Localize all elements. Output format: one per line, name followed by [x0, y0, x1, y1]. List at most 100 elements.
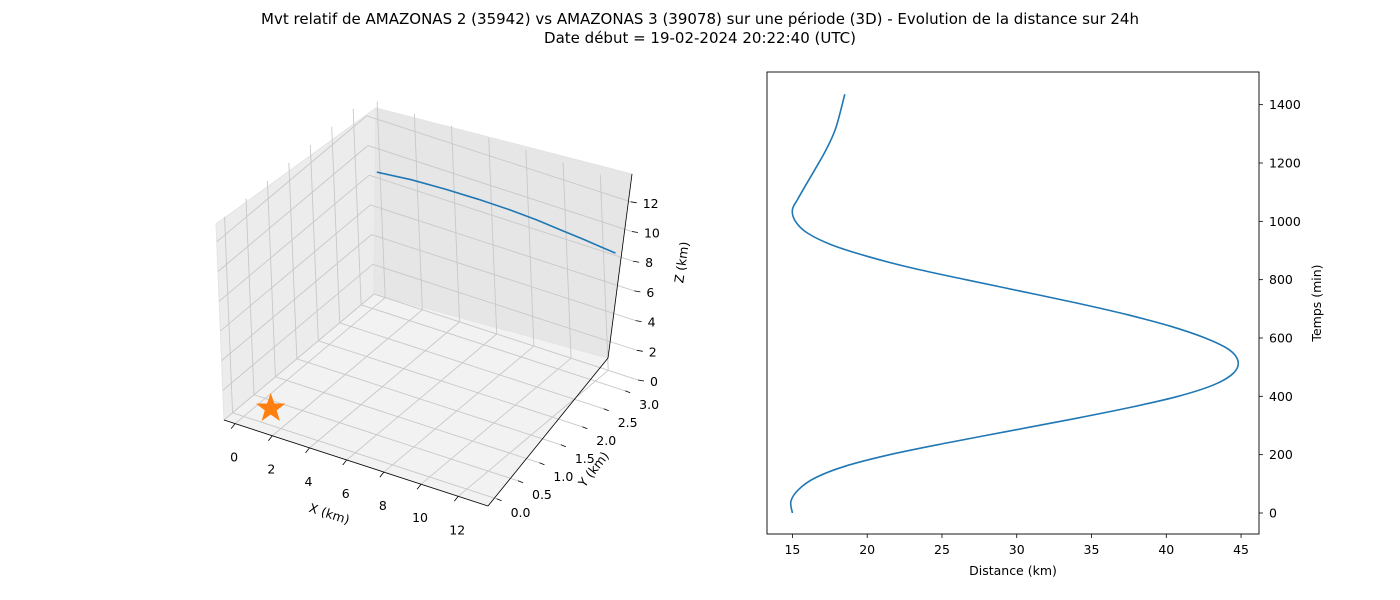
- x-axis-label: Distance (km): [969, 563, 1057, 578]
- gridline-x-floor: [346, 333, 497, 461]
- gridline-y-left: [288, 162, 298, 359]
- plot-3d: 0 2 4 6 8 10 12 0.00.51.01.52.02.53.0 0 2 4 6 8 10 12 X…: [215, 101, 692, 537]
- z-tick: [631, 231, 639, 233]
- y-tick-label: 0: [1269, 506, 1277, 521]
- gridline-y-floor: [232, 412, 497, 500]
- gridline-z-left: [218, 174, 370, 302]
- y-tick: [624, 390, 631, 394]
- gridline-y-floor: [253, 394, 519, 482]
- plot-distance-vs-time: 15 20 25 30 35 40 45 0 200 400 600 800 1000 1200 1400 D…: [766, 71, 1324, 578]
- x-tick: [305, 447, 310, 454]
- y-tick: [539, 462, 545, 466]
- x-tick-label: 8: [379, 498, 387, 513]
- series-distance: [789, 93, 1240, 514]
- y-tick-label: 800: [1269, 272, 1293, 287]
- y-tick-label: 3.0: [639, 397, 659, 412]
- gridline-x-back: [413, 113, 423, 310]
- y-tick: [560, 444, 567, 448]
- z-tick-label: 2: [649, 344, 657, 359]
- origin-star-marker: [255, 392, 286, 422]
- z-tick: [636, 349, 643, 352]
- gridline-y-left: [331, 126, 341, 323]
- z-tick: [633, 260, 640, 263]
- y-axis-label: Temps (min): [1309, 264, 1324, 342]
- x-tick-label: 20: [859, 542, 875, 557]
- gridline-y-floor: [361, 304, 626, 392]
- gridline-x-floor: [420, 357, 572, 485]
- y-tick-label: 2.0: [596, 433, 616, 448]
- gridline-x-floor: [272, 309, 423, 437]
- chart-subtitle: Date début = 19-02-2024 20:22:40 (UTC): [544, 29, 856, 47]
- z-tick-label: 6: [646, 285, 654, 300]
- y-tick-label: 0.5: [532, 487, 552, 502]
- x-axis-label: X (km): [307, 500, 351, 527]
- gridline-z-left: [216, 115, 368, 243]
- y-tick-label: 2.5: [618, 415, 638, 430]
- z-tick-label: 4: [648, 315, 656, 330]
- y-tick-label: 0.0: [511, 505, 531, 520]
- gridline-x-floor: [234, 297, 386, 424]
- y-tick-label: 400: [1269, 389, 1293, 404]
- x-tick-label: 40: [1158, 542, 1174, 557]
- z-axis-line: [607, 173, 633, 359]
- gridline-z-back: [370, 204, 635, 292]
- gridline-z-back: [371, 234, 636, 322]
- z-tick-label: 8: [645, 255, 653, 270]
- gridline-z-left: [217, 145, 369, 272]
- x-tick-label: 30: [1009, 542, 1025, 557]
- z-tick: [634, 290, 641, 293]
- x-tick: [230, 423, 236, 429]
- x-tick: [342, 459, 348, 466]
- y-tick: [582, 426, 588, 430]
- gridline-y-left: [309, 144, 319, 341]
- z-tick-label: 10: [644, 226, 660, 241]
- z-tick: [630, 201, 637, 204]
- x-tick: [268, 435, 273, 441]
- z-axis-label: Z (km): [671, 241, 692, 284]
- gridline-y-left: [352, 108, 362, 305]
- y-tick-label: 1.5: [575, 451, 595, 466]
- plot-frame: [766, 71, 1260, 535]
- y-tick-label: 1400: [1269, 97, 1301, 112]
- gridline-y-floor: [318, 340, 583, 428]
- y-axis-line: [487, 357, 609, 507]
- x-tick: [416, 483, 422, 490]
- y-tick-label: 1200: [1269, 156, 1301, 171]
- z-tick-label: 12: [643, 196, 659, 211]
- x-tick-label: 25: [934, 542, 950, 557]
- x-tick-label: 45: [1233, 542, 1249, 557]
- x-tick-label: 15: [784, 542, 800, 557]
- gridline-y-left: [245, 198, 255, 395]
- gridline-y-floor: [275, 376, 540, 464]
- gridline-x-floor: [383, 345, 535, 473]
- x-tick-label: 6: [342, 486, 350, 501]
- y-tick-label: 200: [1269, 447, 1293, 462]
- y-tick-label: 600: [1269, 331, 1293, 346]
- gridline-z-back: [367, 145, 633, 232]
- x-tick-label: 0: [230, 450, 238, 465]
- gridline-y-left: [224, 216, 234, 413]
- gridline-y-floor: [296, 358, 561, 446]
- x-tick-label: 10: [412, 510, 428, 525]
- gridline-z-left: [222, 263, 374, 391]
- gridline-z-back: [366, 115, 631, 203]
- gridline-z-back: [373, 293, 639, 381]
- y-tick: [496, 498, 502, 502]
- x-tick: [379, 471, 385, 478]
- z-tick-label: 0: [650, 374, 658, 389]
- gridline-z-left: [223, 293, 375, 421]
- gridline-x-floor: [457, 369, 609, 497]
- gridline-y-floor: [339, 322, 604, 410]
- chart-title: Mvt relatif de AMAZONAS 2 (35942) vs AMA…: [261, 10, 1139, 28]
- x-axis-line: [223, 419, 489, 507]
- x-tick-label: 12: [449, 522, 465, 537]
- gridline-x-back: [376, 101, 386, 298]
- x-tick-label: 35: [1084, 542, 1100, 557]
- y-tick-label: 1.0: [553, 469, 573, 484]
- gridline-z-back: [372, 263, 637, 351]
- gridline-y-left: [266, 180, 276, 377]
- gridline-x-floor: [309, 321, 460, 449]
- gridline-x-back: [451, 125, 460, 322]
- series-trajectory: [376, 171, 616, 254]
